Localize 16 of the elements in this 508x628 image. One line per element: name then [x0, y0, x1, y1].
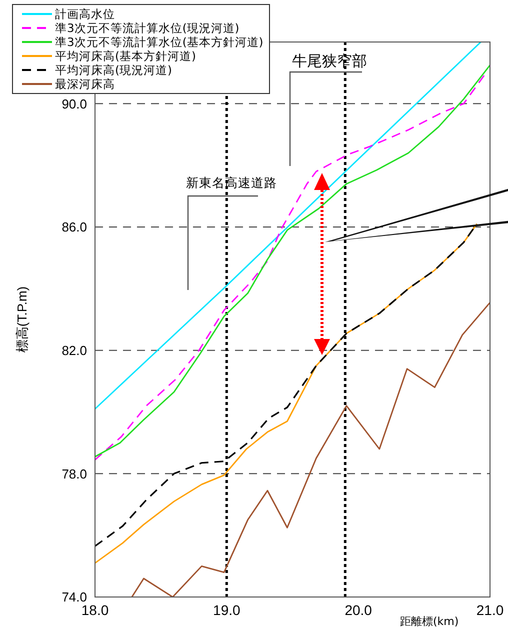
y-tick-label: 78.0 — [62, 466, 87, 482]
legend-label: 平均河床高(現況河道) — [55, 63, 172, 77]
y-tick-label: 90.0 — [62, 96, 87, 112]
legend-label: 計画高水位 — [55, 7, 115, 21]
legend-label: 平均河床高(基本方針河道) — [55, 49, 196, 63]
x-tick-label: 20.0 — [344, 602, 372, 618]
y-tick-label: 82.0 — [62, 342, 87, 358]
x-tick-label: 19.0 — [213, 602, 241, 618]
x-tick-label: 21.0 — [476, 602, 504, 618]
legend-label: 準3次元不等流計算水位(基本方針河道) — [55, 35, 264, 49]
legend-label: 準3次元不等流計算水位(現況河道) — [55, 21, 240, 35]
legend-label: 最深河床高 — [55, 77, 115, 91]
line-series — [131, 302, 490, 597]
x-axis-title: 距離標(km) — [400, 614, 459, 628]
y-tick-label: 86.0 — [62, 220, 87, 235]
y-axis-title: 標高(T.P.m) — [14, 286, 30, 353]
